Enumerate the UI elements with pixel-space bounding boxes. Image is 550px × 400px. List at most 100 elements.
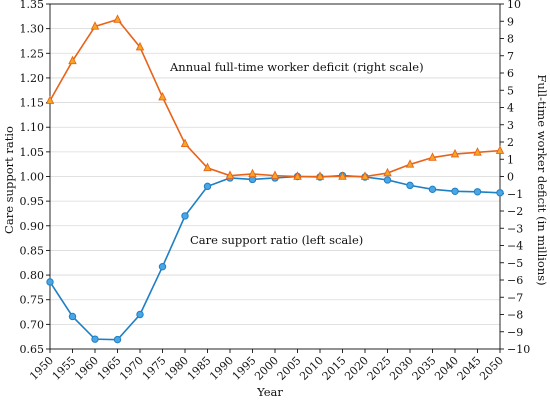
x-tick-label: 2010 — [297, 354, 326, 383]
ratio-series-annotation: Care support ratio (left scale) — [190, 233, 363, 247]
worker-deficit-point — [495, 145, 505, 154]
right-tick-label: 10 — [507, 0, 521, 11]
x-axis-title: Year — [256, 385, 283, 399]
worker-deficit-point — [338, 171, 347, 180]
right-tick-label: 9 — [507, 15, 514, 28]
x-tick-label: 1985 — [185, 354, 214, 383]
series-layer — [45, 14, 505, 344]
left-tick-label: 0.85 — [20, 244, 45, 257]
right-tick-label: −5 — [507, 257, 523, 270]
left-tick-label: 1.20 — [20, 72, 45, 85]
worker-deficit-point — [180, 138, 190, 147]
left-tick-label: 1.35 — [20, 0, 45, 11]
left-tick-label: 1.25 — [20, 47, 45, 60]
left-tick-label: 1.15 — [20, 97, 45, 110]
left-tick-label: 1.10 — [20, 121, 45, 134]
care-ratio-point — [451, 187, 459, 195]
x-tick-label: 2030 — [387, 354, 416, 383]
right-tick-label: 7 — [507, 50, 514, 63]
care-ratio-point — [181, 212, 189, 220]
left-tick-label: 1.05 — [20, 146, 45, 159]
x-tick-label: 1990 — [207, 354, 236, 383]
x-tick-label: 1960 — [72, 354, 101, 383]
left-tick-label: 0.75 — [20, 294, 45, 307]
x-tick-label: 1970 — [117, 354, 146, 383]
left-tick-label: 0.90 — [20, 220, 45, 233]
right-tick-label: 8 — [507, 33, 514, 46]
right-tick-label: −7 — [507, 291, 523, 304]
deficit-series-annotation: Annual full-time worker deficit (right s… — [169, 60, 424, 74]
worker-deficit-point — [360, 171, 370, 180]
right-tick-label: 2 — [507, 136, 514, 149]
worker-deficit-point — [45, 95, 55, 104]
left-tick-label: 0.80 — [20, 269, 45, 282]
x-tick-label: 2040 — [432, 354, 461, 383]
right-tick-label: 1 — [507, 153, 514, 166]
care-ratio-point — [496, 189, 504, 197]
right-tick-label: −2 — [507, 205, 523, 218]
left-tick-label: 0.70 — [20, 318, 45, 331]
right-tick-label: −4 — [507, 240, 523, 253]
right-tick-label: −1 — [507, 188, 523, 201]
care-ratio-point — [383, 176, 392, 184]
care-ratio-point — [158, 262, 167, 271]
right-tick-label: 4 — [507, 102, 514, 115]
worker-deficit-point — [450, 148, 460, 158]
right-tick-label: 3 — [507, 119, 514, 132]
x-tick-label: 1975 — [140, 354, 169, 383]
right-tick-label: 5 — [507, 84, 514, 97]
x-tick-label: 2050 — [477, 354, 506, 383]
right-tick-label: −3 — [507, 222, 523, 235]
care-ratio-line — [49, 174, 501, 341]
care-ratio-point — [46, 278, 54, 286]
care-ratio-point — [203, 182, 212, 191]
left-tick-label: 1.00 — [20, 171, 45, 184]
worker-deficit-point — [203, 162, 212, 172]
left-tick-label: 0.65 — [20, 343, 45, 356]
x-tick-label: 2000 — [252, 354, 281, 383]
worker-deficit-point — [383, 167, 392, 177]
left-tick-label: 0.95 — [20, 195, 45, 208]
right-tick-label: −10 — [507, 343, 530, 356]
worker-deficit-point — [270, 170, 280, 179]
worker-deficit-point — [315, 171, 325, 180]
x-tick-label: 1950 — [27, 354, 56, 383]
x-tick-label: 2045 — [455, 354, 484, 383]
care-ratio-point — [428, 185, 437, 194]
right-tick-label: −6 — [507, 274, 523, 287]
worker-deficit-point — [473, 147, 482, 156]
x-tick-label: 2035 — [410, 354, 439, 383]
worker-deficit-point — [113, 14, 122, 23]
x-tick-label: 1965 — [95, 354, 124, 383]
care-ratio-point — [136, 310, 144, 319]
x-tick-label: 1995 — [230, 354, 259, 383]
left-axis-title: Care support ratio — [2, 126, 16, 234]
worker-deficit-point — [248, 168, 257, 178]
worker-deficit-point — [90, 21, 100, 30]
care-ratio-point — [113, 335, 122, 344]
care-ratio-point — [68, 312, 77, 321]
care-ratio-point — [473, 188, 482, 196]
right-axis-title: Full-time worker deficit (in millions) — [535, 74, 549, 285]
x-tick-label: 2025 — [365, 354, 394, 383]
x-tick-label: 2020 — [342, 354, 371, 383]
worker-deficit-point — [158, 91, 167, 101]
worker-deficit-point — [68, 55, 77, 65]
worker-deficit-point — [293, 171, 302, 180]
x-tick-label: 2005 — [275, 354, 304, 383]
worker-deficit-point — [405, 159, 415, 168]
right-tick-label: 6 — [507, 67, 514, 80]
care-ratio-point — [406, 181, 414, 190]
labels-layer: Year Care support ratio Full-time worker… — [2, 60, 549, 399]
right-tick-label: 0 — [507, 171, 514, 184]
x-tick-label: 1955 — [50, 354, 79, 383]
worker-deficit-point — [225, 170, 235, 179]
right-tick-label: −8 — [507, 309, 523, 322]
care-ratio-point — [248, 175, 257, 184]
worker-deficit-point — [428, 152, 437, 161]
worker-deficit-point — [135, 41, 145, 51]
grid-layer — [50, 3, 500, 350]
x-tick-label: 1980 — [162, 354, 191, 383]
